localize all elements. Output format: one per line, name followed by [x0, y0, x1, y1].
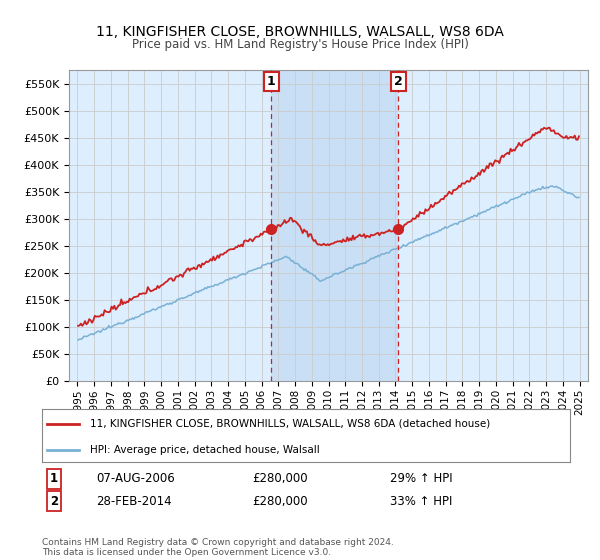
Text: 1: 1 — [267, 74, 275, 88]
Text: 11, KINGFISHER CLOSE, BROWNHILLS, WALSALL, WS8 6DA (detached house): 11, KINGFISHER CLOSE, BROWNHILLS, WALSAL… — [89, 419, 490, 429]
Text: 2: 2 — [50, 494, 58, 508]
Text: 11, KINGFISHER CLOSE, BROWNHILLS, WALSALL, WS8 6DA: 11, KINGFISHER CLOSE, BROWNHILLS, WALSAL… — [96, 25, 504, 39]
Text: 2: 2 — [394, 74, 403, 88]
Text: 07-AUG-2006: 07-AUG-2006 — [96, 472, 175, 486]
Bar — [271, 70, 398, 381]
Text: 29% ↑ HPI: 29% ↑ HPI — [390, 472, 452, 486]
Text: £280,000: £280,000 — [252, 494, 308, 508]
Text: 33% ↑ HPI: 33% ↑ HPI — [390, 494, 452, 508]
Text: HPI: Average price, detached house, Walsall: HPI: Average price, detached house, Wals… — [89, 445, 319, 455]
Text: Contains HM Land Registry data © Crown copyright and database right 2024.
This d: Contains HM Land Registry data © Crown c… — [42, 538, 394, 557]
Text: 28-FEB-2014: 28-FEB-2014 — [96, 494, 172, 508]
Text: Price paid vs. HM Land Registry's House Price Index (HPI): Price paid vs. HM Land Registry's House … — [131, 38, 469, 51]
Text: 1: 1 — [50, 472, 58, 486]
Text: £280,000: £280,000 — [252, 472, 308, 486]
